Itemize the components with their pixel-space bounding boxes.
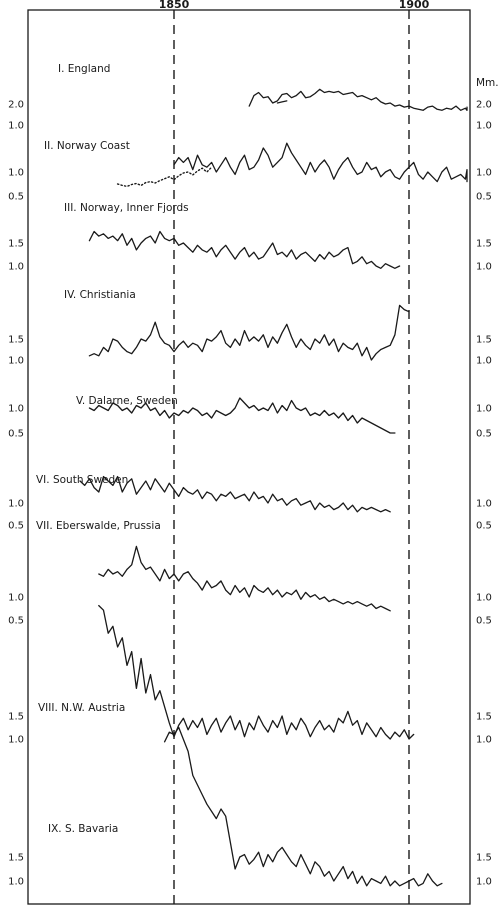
series-8-left-tick-label: 1.0: [8, 735, 24, 746]
series-3-line: [88, 230, 401, 269]
series-5-left-tick-label: 0.5: [8, 429, 24, 440]
series-2-left-tick-label: 1.0: [8, 168, 24, 179]
series-4-left-tick-label: 1.0: [8, 356, 24, 367]
series-2-left-tick-label: 0.5: [8, 192, 24, 203]
series-6-label: VI. South Sweden: [36, 474, 128, 486]
series-9-right-tick-label: 1.0: [476, 877, 492, 888]
series-1-extra-line: [276, 100, 288, 104]
series-7-line: [98, 545, 391, 612]
series-4-right-tick-label: 1.5: [476, 335, 492, 346]
unit-label: Mm.: [476, 77, 499, 89]
series-7-left-tick-label: 0.5: [8, 616, 24, 627]
series-5-label: V. Dalarne, Sweden: [76, 395, 178, 407]
series-4-label: IV. Christiania: [64, 289, 136, 301]
series-8-left-tick-label: 1.5: [8, 712, 24, 723]
series-9-left-tick-label: 1.0: [8, 877, 24, 888]
series-5-right-tick-label: 1.0: [476, 404, 492, 415]
series-1-label: I. England: [58, 63, 110, 75]
series-8-line: [98, 604, 415, 740]
series-4-line: [88, 304, 410, 361]
series-7-right-tick-label: 1.0: [476, 593, 492, 604]
series-7-label: VII. Eberswalde, Prussia: [36, 520, 161, 532]
series-8-right-tick-label: 1.0: [476, 735, 492, 746]
series-9-left-tick-label: 1.5: [8, 853, 24, 864]
series-7-left-tick-label: 1.0: [8, 593, 24, 604]
series-4-left-tick-label: 1.5: [8, 335, 24, 346]
series-8-label: VIII. N.W. Austria: [38, 702, 125, 714]
series-3-label: III. Norway, Inner Fjords: [64, 202, 189, 214]
series-5-left-tick-label: 1.0: [8, 404, 24, 415]
series-1-left-tick-label: 2.0: [8, 100, 24, 111]
series-7-right-tick-label: 0.5: [476, 616, 492, 627]
series-3-left-tick-label: 1.5: [8, 239, 24, 250]
series-5-line: [88, 397, 396, 434]
series-2-line: [173, 142, 468, 183]
series-6-left-tick-label: 0.5: [8, 521, 24, 532]
series-1-right-tick-label: 1.0: [476, 121, 492, 132]
series-3-left-tick-label: 1.0: [8, 262, 24, 273]
series-5-right-tick-label: 0.5: [476, 429, 492, 440]
series-layer: I. England 2.0 1.0 2.0 1.0 II. Norway Coast 1.…: [8, 63, 492, 888]
series-1-left-tick-label: 1.0: [8, 121, 24, 132]
series-6-right-tick-label: 0.5: [476, 521, 492, 532]
series-1-line: [248, 88, 468, 111]
series-9-right-tick-label: 1.5: [476, 853, 492, 864]
x-tick-label-1900: 1900: [399, 0, 430, 11]
series-4-right-tick-label: 1.0: [476, 356, 492, 367]
x-tick-label-1850: 1850: [159, 0, 190, 11]
plot-frame: [27, 9, 471, 905]
series-9-label: IX. S. Bavaria: [48, 823, 118, 835]
series-8-right-tick-label: 1.5: [476, 712, 492, 723]
series-6-right-tick-label: 1.0: [476, 499, 492, 510]
series-2-label: II. Norway Coast: [44, 140, 130, 152]
series-2-right-tick-label: 1.0: [476, 168, 492, 179]
series-6-left-tick-label: 1.0: [8, 499, 24, 510]
series-3-right-tick-label: 1.5: [476, 239, 492, 250]
series-2-extra-line: [116, 166, 213, 188]
series-6-line: [79, 475, 391, 513]
series-1-right-tick-label: 2.0: [476, 100, 492, 111]
series-2-right-tick-label: 0.5: [476, 192, 492, 203]
series-3-right-tick-label: 1.0: [476, 262, 492, 273]
series-9-line: [163, 726, 443, 887]
